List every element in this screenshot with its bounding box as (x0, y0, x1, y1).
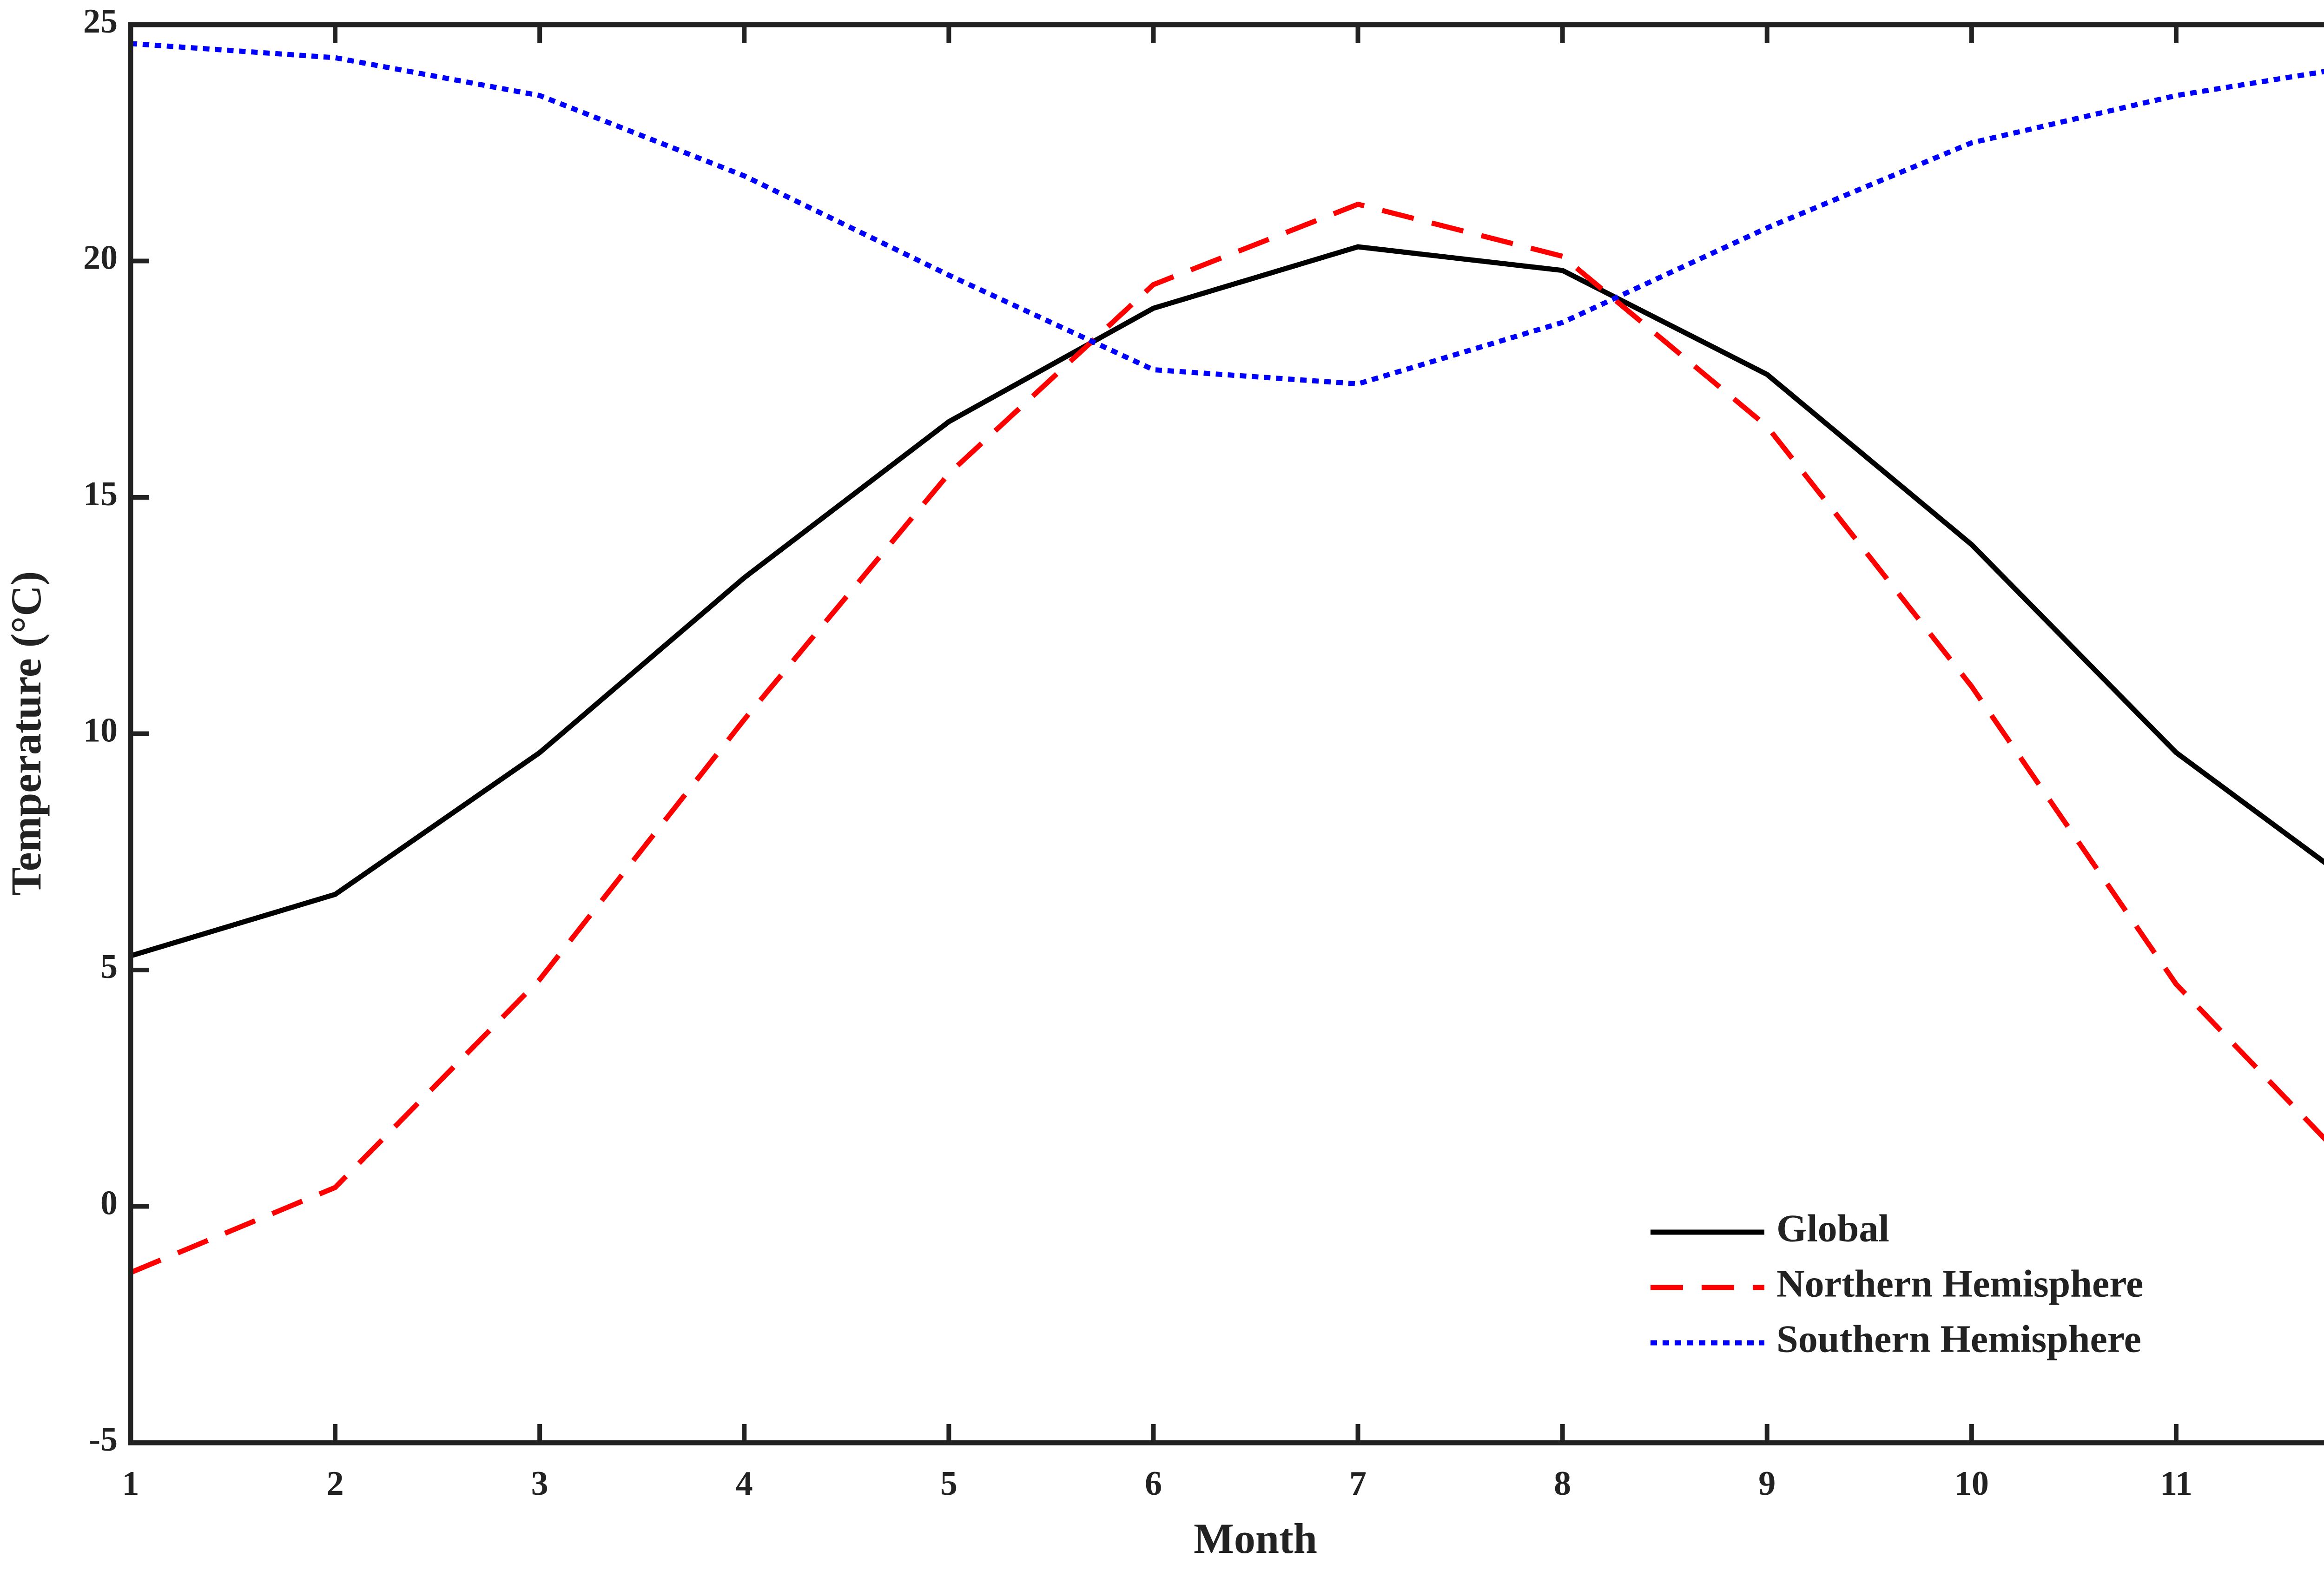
series-line (131, 41, 2324, 387)
x-tick-label: 7 (1349, 1465, 1367, 1503)
y-tick-label: 5 (100, 948, 118, 986)
legend-label: Southern Hemisphere (1776, 1317, 2141, 1360)
y-tick-label: 0 (100, 1184, 118, 1222)
x-tick-label: 1 (122, 1465, 139, 1503)
y-tick-label: 20 (83, 238, 118, 277)
x-tick-label: 11 (2160, 1465, 2192, 1503)
x-tick-label: 2 (327, 1465, 344, 1503)
x-axis-label: Month (1194, 1515, 1317, 1562)
x-tick-label: 8 (1554, 1465, 1571, 1503)
x-tick-label: 9 (1758, 1465, 1776, 1503)
plot-frame (128, 22, 2324, 1446)
x-tick-label: 3 (531, 1465, 548, 1503)
series-line (131, 201, 2324, 1275)
x-tick-label: 6 (1145, 1465, 1162, 1503)
y-tick-label: 25 (83, 2, 118, 40)
x-tick-label: 4 (736, 1465, 753, 1503)
y-tick-label: -5 (89, 1420, 118, 1459)
y-axis-label: Temperature (°C) (2, 571, 50, 896)
x-tick-label: 10 (1954, 1465, 1989, 1503)
x-tick-label: 5 (940, 1465, 957, 1503)
legend-label: Northern Hemisphere (1776, 1262, 2143, 1305)
y-tick-label: 15 (83, 475, 118, 513)
y-tick-label: 10 (83, 711, 118, 749)
series-line (131, 244, 2324, 958)
legend-label: Global (1776, 1207, 1889, 1250)
